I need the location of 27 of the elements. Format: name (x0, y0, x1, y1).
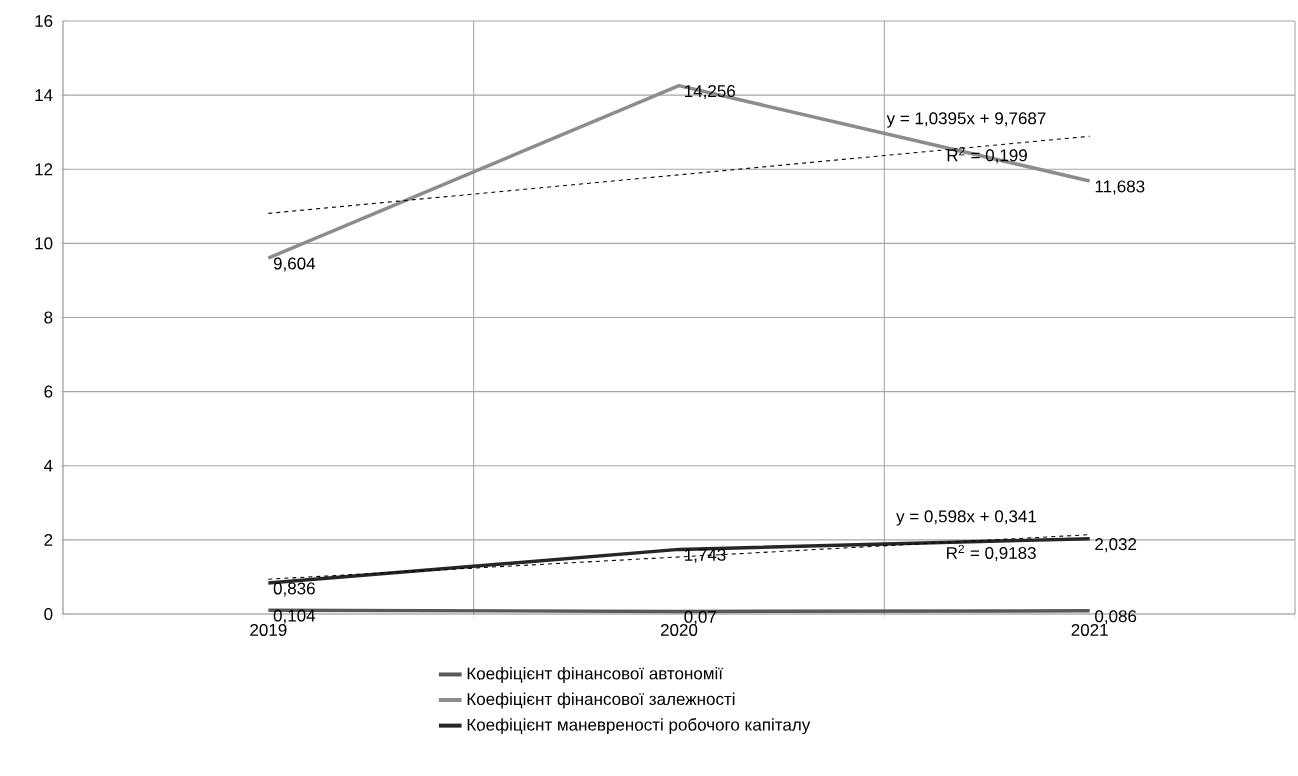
data-label: 2,032 (1095, 538, 1137, 553)
x-tick-label: 2020 (660, 623, 698, 636)
legend-label: Коефіцієнт маневреності робочого капіталу (467, 718, 811, 735)
annotation: y = 1,0395x + 9,7687 (886, 112, 1046, 128)
legend-label: Коефіцієнт фінансової залежності (467, 692, 735, 709)
data-label: 14,256 (685, 85, 735, 100)
data-label: 0,104 (273, 609, 316, 624)
data-label: 1,743 (685, 548, 726, 563)
y-tick-label: 6 (44, 385, 53, 398)
y-tick-label: 8 (44, 311, 53, 324)
data-label: 11,683 (1095, 180, 1145, 195)
y-tick-label: 2 (44, 533, 53, 546)
y-tick-label: 16 (35, 14, 53, 28)
data-label: 9,604 (273, 257, 316, 272)
y-tick-label: 14 (35, 89, 53, 101)
annotation: y = 0,598x + 0,341 (896, 510, 1037, 526)
x-tick-label: 2021 (1071, 623, 1108, 636)
legend-label: Коефіцієнт фінансової автономії (467, 667, 723, 683)
x-tick-label: 2019 (250, 623, 287, 636)
y-tick-label: 4 (44, 459, 53, 472)
y-tick-label: 12 (35, 163, 53, 176)
data-label: 0,086 (1095, 610, 1137, 625)
y-tick-label: 0 (44, 607, 53, 621)
y-tick-label: 10 (35, 237, 53, 250)
data-label: 0,836 (273, 582, 315, 597)
data-label: 0,07 (684, 610, 716, 625)
annotation: R$^{2}$ = 0,9183 (947, 544, 1036, 561)
